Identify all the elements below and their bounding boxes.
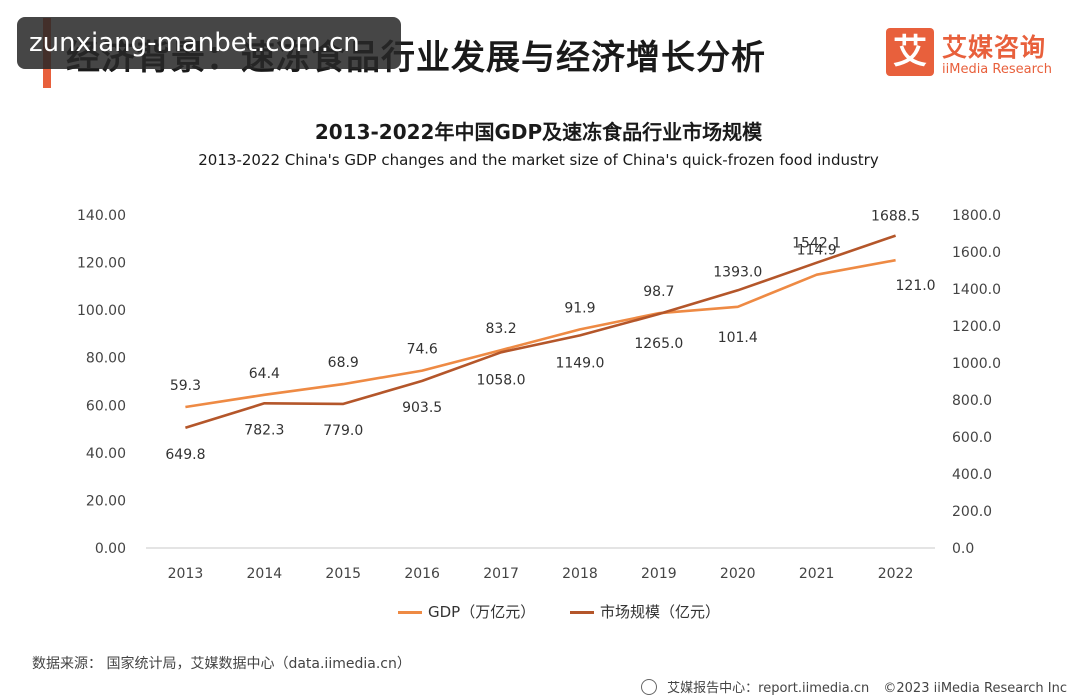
x-tick-label: 2016 [404, 566, 440, 582]
market-data-label: 1149.0 [555, 355, 604, 371]
market-data-label: 1688.5 [871, 209, 920, 225]
gdp-data-label: 68.9 [328, 355, 359, 371]
market-data-label: 1265.0 [634, 336, 683, 352]
x-tick-label: 2017 [483, 566, 519, 582]
x-tick-label: 2019 [641, 566, 677, 582]
market-data-label: 779.0 [323, 423, 363, 439]
y-right-tick-label: 1400.0 [952, 282, 1001, 298]
copyright-text: ©2023 iiMedia Research Inc [883, 681, 1067, 696]
gdp-data-label: 114.9 [797, 243, 837, 259]
y-left-tick-label: 40.00 [86, 446, 126, 462]
y-right-tick-label: 0.0 [952, 541, 974, 557]
legend-label-market: 市场规模（亿元） [600, 603, 721, 621]
y-right-tick-label: 200.0 [952, 504, 992, 520]
gdp-series-line [185, 258, 896, 409]
x-tick-label: 2018 [562, 566, 598, 582]
chart-title: 2013-2022年中国GDP及速冻食品行业市场规模 [314, 120, 763, 144]
gdp-data-label: 101.4 [718, 330, 758, 346]
legend-item-gdp: GDP（万亿元） [398, 601, 535, 622]
y-right-tick-label: 1000.0 [952, 356, 1001, 372]
brand-name-en: iiMedia Research [942, 62, 1053, 77]
report-center-link[interactable]: 艾媒报告中心：report.iimedia.cn [667, 681, 870, 696]
market-data-label: 782.3 [244, 422, 284, 438]
y-right-tick-label: 1600.0 [952, 245, 1001, 261]
footer: 艾媒报告中心：report.iimedia.cn ©2023 iiMedia R… [631, 677, 1067, 696]
x-tick-label: 2022 [878, 566, 914, 582]
x-tick-label: 2021 [799, 566, 835, 582]
y-left-tick-label: 120.00 [77, 256, 126, 272]
market-series-line [185, 234, 897, 430]
legend-item-market: 市场规模（亿元） [570, 601, 720, 622]
gdp-data-label: 64.4 [249, 366, 280, 382]
gdp-data-label: 91.9 [564, 300, 595, 316]
market-data-label: 903.5 [402, 400, 442, 416]
legend-label-gdp: GDP（万亿元） [428, 603, 536, 621]
y-left-tick-label: 20.00 [86, 493, 126, 509]
gdp-data-label: 59.3 [170, 378, 201, 394]
market-data-label: 1058.0 [477, 372, 526, 388]
brand-name-cn: 艾媒咨询 [942, 33, 1047, 62]
watermark-overlay: zunxiang-manbet.com.cn [17, 17, 401, 69]
y-left-tick-label: 140.00 [77, 208, 126, 224]
x-tick-label: 2013 [168, 566, 204, 582]
y-left-tick-label: 80.00 [86, 351, 126, 367]
brand-logo-icon: 艾 [886, 28, 934, 76]
y-right-tick-label: 1200.0 [952, 319, 1001, 335]
market-data-label: 1393.0 [713, 264, 762, 280]
market-data-label: 649.8 [165, 447, 205, 463]
y-right-tick-label: 400.0 [952, 467, 992, 483]
market-data-label: 1542.1 [792, 236, 841, 252]
legend-swatch-gdp [398, 611, 422, 614]
y-left-tick-label: 60.00 [86, 398, 126, 414]
x-tick-label: 2014 [247, 566, 283, 582]
brand-logo-block: 艾 艾媒咨询 iiMedia Research [886, 28, 1066, 84]
y-left-tick-label: 0.00 [95, 541, 126, 557]
y-right-tick-label: 600.0 [952, 430, 992, 446]
x-tick-label: 2015 [325, 566, 361, 582]
gdp-data-label: 83.2 [485, 321, 516, 337]
gdp-data-label: 74.6 [407, 342, 438, 358]
data-source-note: 数据来源： 国家统计局，艾媒数据中心（data.iimedia.cn） [32, 656, 411, 672]
report-center-icon [641, 679, 658, 695]
gdp-data-label: 98.7 [643, 284, 674, 300]
legend-swatch-market [570, 611, 595, 614]
y-right-tick-label: 800.0 [952, 393, 992, 409]
y-left-tick-label: 100.00 [77, 303, 126, 319]
chart-subtitle: 2013-2022 China's GDP changes and the ma… [198, 151, 879, 169]
chart-legend: GDP（万亿元） 市场规模（亿元） [398, 601, 750, 622]
x-tick-label: 2020 [720, 566, 756, 582]
y-right-tick-label: 1800.0 [952, 208, 1001, 224]
gdp-data-label: 121.0 [896, 278, 936, 294]
